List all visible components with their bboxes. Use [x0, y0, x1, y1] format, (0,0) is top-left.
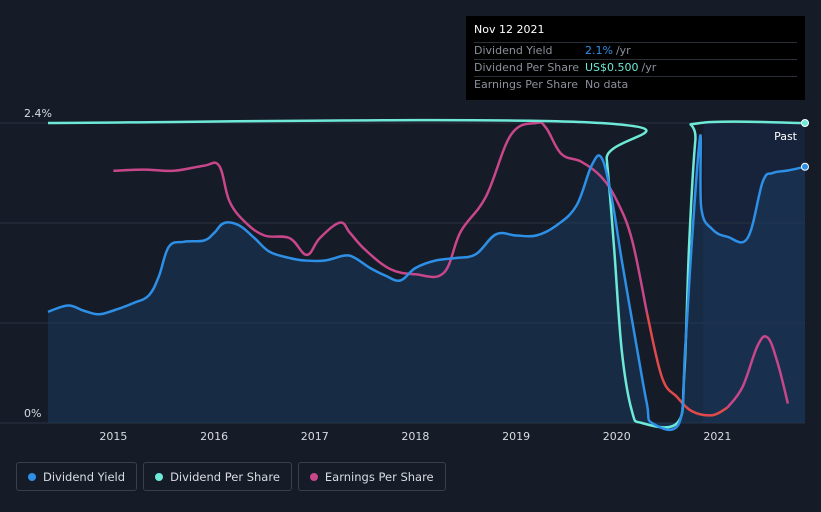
tooltip-unit: /yr [615, 44, 631, 57]
x-tick-label: 2021 [703, 430, 731, 443]
tooltip-label: Earnings Per Share [474, 78, 579, 91]
earnings-per-share-line-recent [726, 335, 790, 409]
tooltip-row-dividend-yield: Dividend Yield 2.1% /yr [474, 42, 797, 59]
legend-label: Earnings Per Share [324, 469, 434, 484]
dividend-per-share-point [801, 119, 809, 127]
y-tick-label: 2.4% [24, 107, 52, 120]
chart-legend: Dividend Yield Dividend Per Share Earnin… [16, 462, 446, 491]
tooltip-unit: /yr [641, 61, 657, 74]
tooltip-label: Dividend Yield [474, 44, 553, 57]
legend-label: Dividend Per Share [170, 469, 280, 484]
chart-tooltip: Nov 12 2021 Dividend Yield 2.1% /yr Divi… [466, 16, 805, 100]
earnings-per-share-line [113, 121, 649, 314]
tooltip-row-earnings-per-share: Earnings Per Share No data [474, 76, 797, 93]
x-tick-label: 2016 [200, 430, 228, 443]
x-tick-label: 2019 [502, 430, 530, 443]
dividend-yield-line [47, 134, 806, 432]
legend-dot-icon [309, 472, 318, 481]
legend-item-dividend-yield[interactable]: Dividend Yield [16, 462, 138, 491]
dividend-per-share-line [47, 118, 806, 429]
tooltip-value: US$0.500 [585, 61, 639, 74]
tooltip-label: Dividend Per Share [474, 61, 580, 74]
dividend-yield-point [801, 162, 809, 171]
tooltip-value: No data [585, 78, 629, 91]
x-tick-label: 2020 [603, 430, 631, 443]
tooltip-row-dividend-per-share: Dividend Per Share US$0.500 /yr [474, 59, 797, 76]
past-label: Past [774, 130, 798, 143]
legend-dot-icon [28, 472, 36, 481]
y-tick-label: 0% [24, 407, 41, 420]
legend-item-dividend-per-share[interactable]: Dividend Per Share [143, 462, 292, 491]
x-tick-label: 2018 [401, 430, 429, 443]
legend-label: Dividend Yield [43, 469, 126, 484]
tooltip-value: 2.1% [585, 44, 613, 57]
x-tick-label: 2017 [301, 430, 329, 443]
legend-dot-icon [155, 472, 164, 481]
tooltip-date: Nov 12 2021 [474, 23, 545, 36]
dividend-yield-area [48, 135, 805, 430]
x-tick-label: 2015 [99, 430, 127, 443]
legend-item-earnings-per-share[interactable]: Earnings Per Share [297, 462, 446, 491]
